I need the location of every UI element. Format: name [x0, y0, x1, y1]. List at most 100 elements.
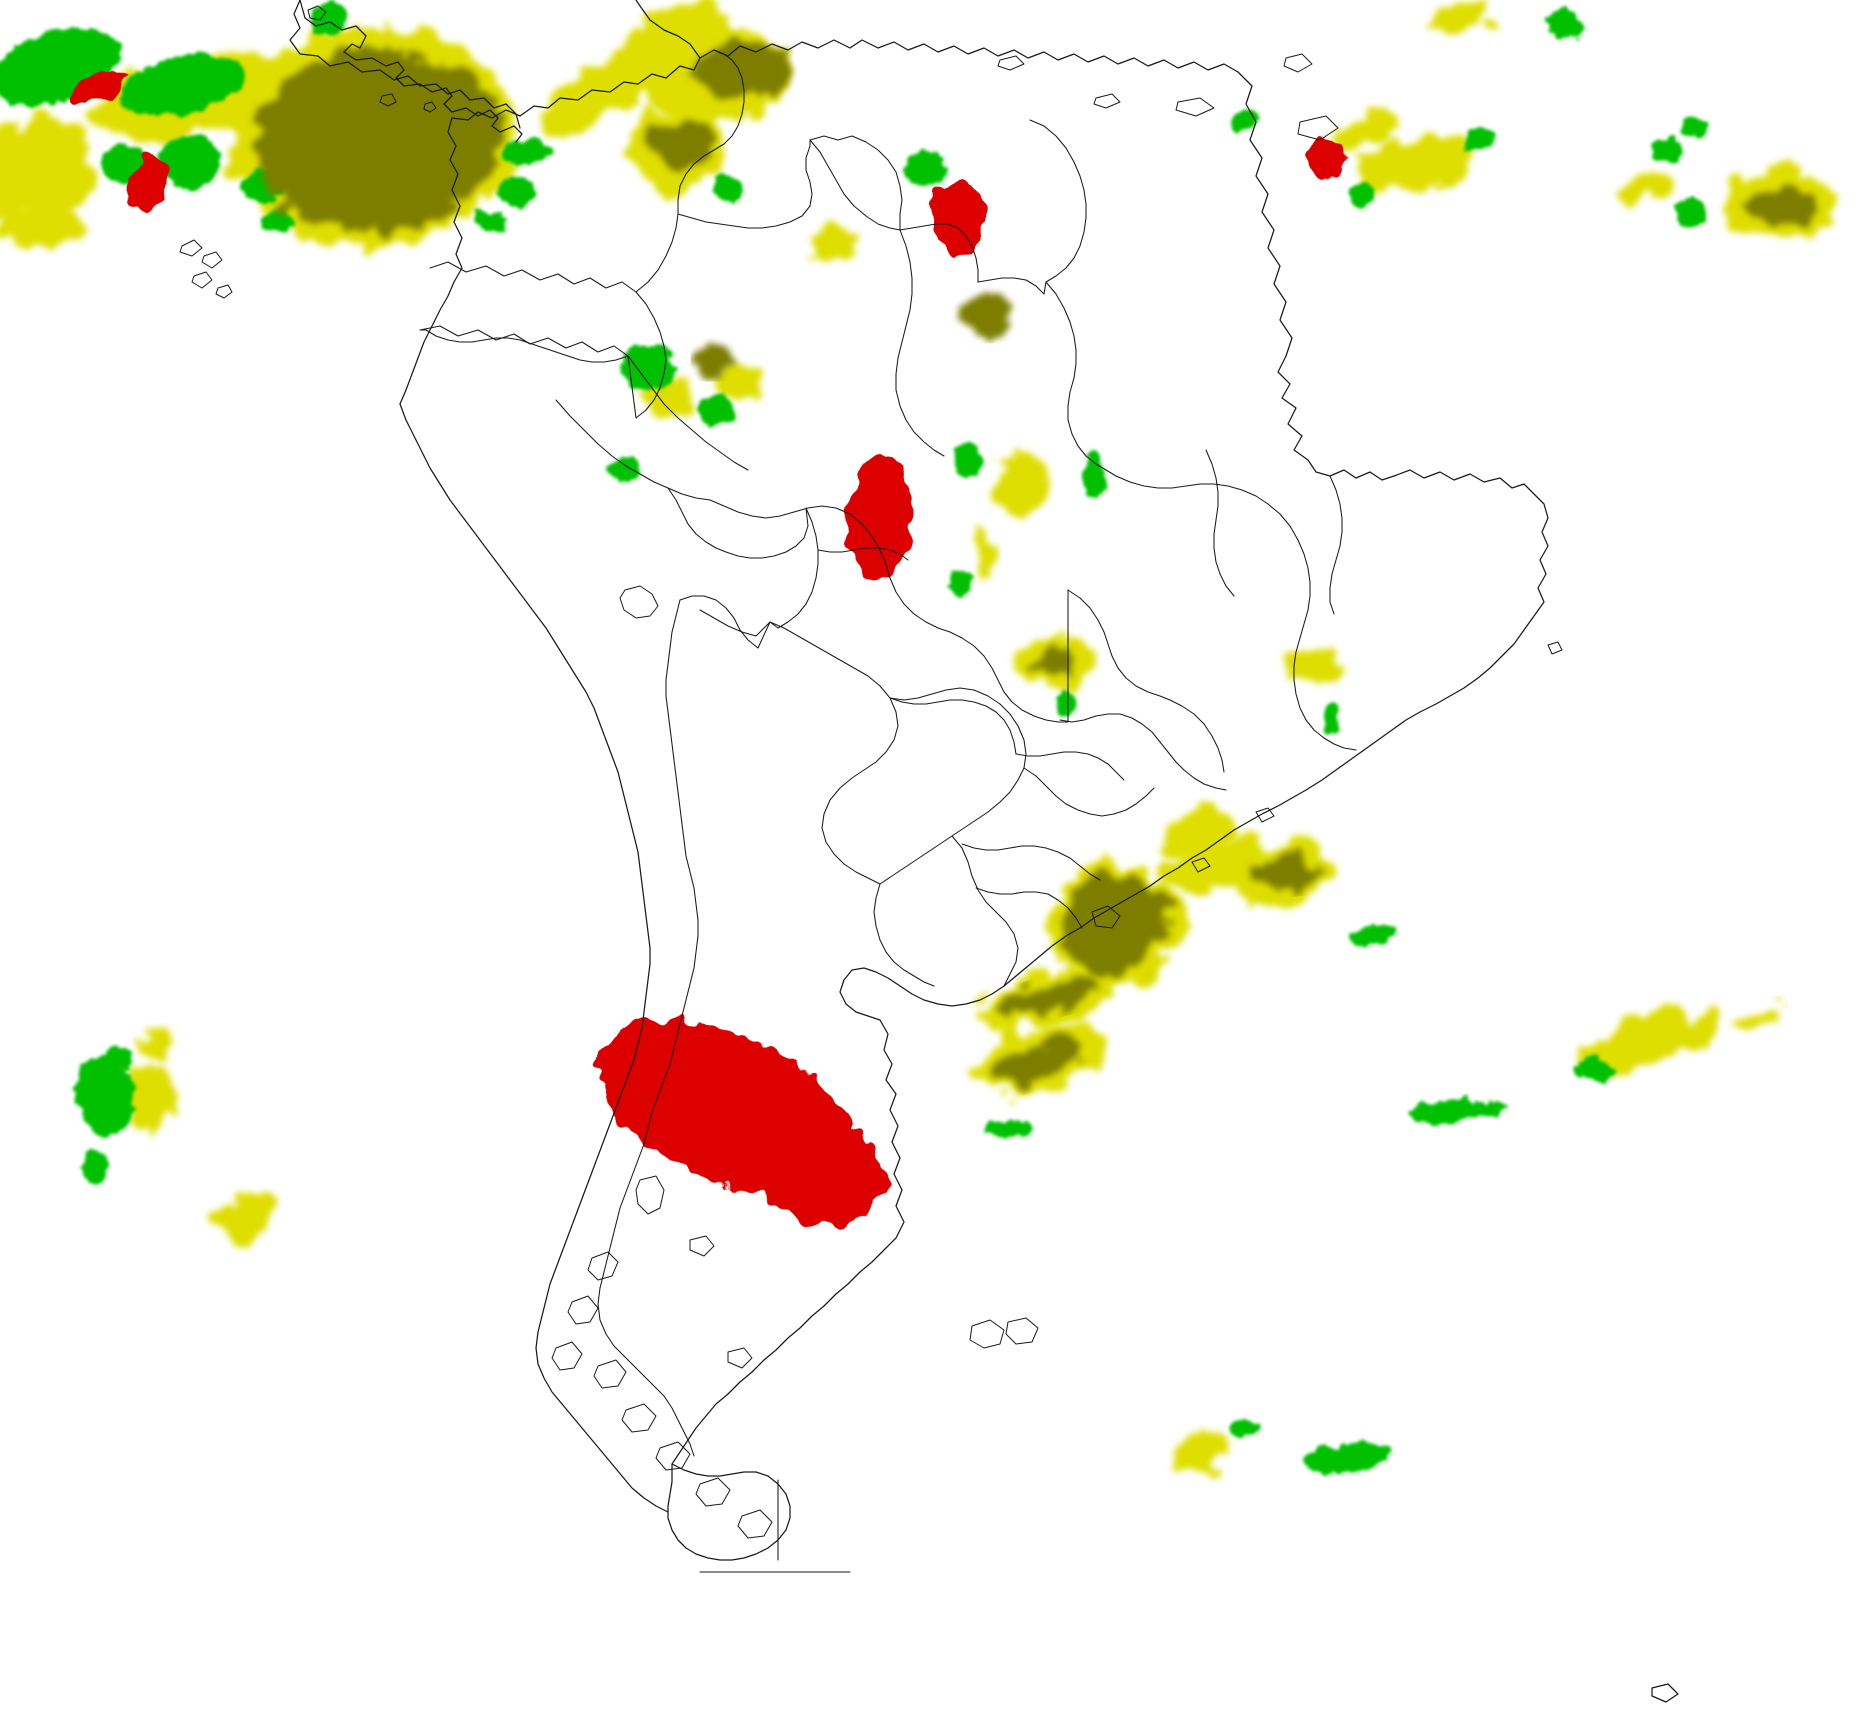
lake-buenos-aires [689, 1235, 715, 1257]
border-state-sc-rs [975, 887, 1083, 929]
blob-shape [69, 71, 126, 104]
border-state-mt-ms [889, 697, 1017, 755]
blob-shape [1175, 1429, 1225, 1474]
border-state-bahia-minas [1169, 699, 1225, 773]
island-antilles-1 [997, 55, 1025, 71]
coastline-brazil-southeast [1003, 749, 1365, 987]
blob-shape [1252, 854, 1318, 890]
border-venezuela-colombia [635, 49, 745, 293]
intensity-blob-atl-olive-7 [1746, 183, 1815, 226]
intensity-blob-venezuela-olive-1 [696, 40, 790, 102]
island-small-panama-3 [423, 101, 437, 113]
border-state-acre [667, 487, 727, 553]
blob-shape [0, 207, 78, 248]
blob-shape [82, 1149, 108, 1184]
coastline-uruguay-plata [839, 967, 1005, 1021]
blob-shape [973, 523, 996, 573]
blob-shape [609, 456, 639, 482]
border-state-maranhao-piaui [1205, 449, 1235, 597]
coastline-argentina-east [671, 1019, 905, 1465]
border-guyana-suriname [899, 223, 979, 283]
blob-shape [1406, 1099, 1505, 1123]
coastline-chile-pacific [399, 403, 669, 1513]
intensity-blob-parana-olive-big [1059, 872, 1170, 975]
border-colombia-brazil [627, 291, 667, 419]
intensity-blob-colombia-olive-2 [650, 119, 714, 169]
border-state-parana-sc [961, 843, 1101, 881]
intensity-overlay-layer [0, 0, 1840, 1474]
blob-shape [1649, 136, 1681, 164]
border-state-rondonia-mt [769, 507, 819, 629]
blob-shape [1059, 872, 1170, 975]
blob-shape [1626, 171, 1677, 207]
blob-shape [157, 135, 221, 189]
blob-shape [104, 1046, 134, 1074]
border-chile-bolivia [679, 595, 771, 649]
intensity-blob-caribbean-green-10 [475, 210, 507, 233]
intensity-blob-mt-green-25 [948, 570, 971, 595]
coastline-venezuela [699, 39, 1239, 73]
intensity-blob-mgs-olive-1 [1032, 643, 1082, 678]
blob-shape [218, 1193, 276, 1243]
intensity-blob-pac-s-yellow-9 [140, 1030, 172, 1060]
intensity-blob-pat-yellow-13 [1175, 1429, 1225, 1474]
blob-shape [903, 151, 948, 186]
blob-shape [948, 570, 971, 595]
island-patagonia-fjord-4 [593, 1359, 627, 1389]
intensity-blob-atl-yellow-6 [1626, 171, 1677, 207]
blob-shape [125, 1062, 175, 1131]
intensity-blob-sp-coast-green-28 [1351, 924, 1395, 947]
blob-shape [621, 344, 675, 391]
blob-shape [1351, 924, 1395, 947]
island-galapagos-4 [215, 284, 233, 299]
island-falklands-east [1005, 1317, 1039, 1345]
intensity-blob-colombia-green-11 [713, 175, 743, 203]
border-bolivia-brazil [709, 499, 951, 633]
blob-shape [932, 180, 987, 254]
blob-shape [753, 1112, 884, 1227]
border-state-sp-parana [1023, 767, 1155, 817]
intensity-blob-pac-s-green-31 [104, 1046, 134, 1074]
blob-shape [985, 1039, 1086, 1085]
blob-shape [699, 344, 734, 374]
island-patagonia-fjord-7 [695, 1477, 731, 1507]
border-state-sp-minas [1059, 713, 1227, 791]
island-fernando [1547, 641, 1563, 655]
border-state-amapa [1029, 119, 1087, 283]
island-patagonia-fjord-8 [737, 1509, 773, 1539]
island-galapagos-3 [191, 271, 213, 289]
border-state-minas-goias [1067, 589, 1171, 701]
island-patagonia-fjord-2 [567, 1295, 599, 1325]
blob-shape [998, 979, 1093, 1019]
border-uruguay-argentina [873, 883, 935, 987]
intensity-blob-peru-green-22 [609, 456, 639, 482]
blob-shape [1580, 1009, 1721, 1074]
border-suriname-guyane [977, 277, 1047, 295]
blob-shape [140, 1030, 172, 1060]
island-small-panama-2 [379, 93, 397, 107]
intensity-blob-ecuador-green-20 [621, 344, 675, 391]
intensity-blob-pacific-green-7 [309, 1, 349, 36]
blob-shape [962, 294, 1011, 334]
border-peru-ecuador [419, 325, 629, 357]
intensity-blob-atl-green-18 [1679, 118, 1707, 138]
intensity-blob-atl-green-17 [1649, 136, 1681, 164]
intensity-blob-brazil-n-olive-1 [962, 294, 1011, 334]
intensity-blob-pacific-w-yellow-2 [0, 207, 78, 248]
blob-shape [260, 210, 295, 233]
intensity-blob-mt-yellow-1 [993, 447, 1048, 516]
blob-shape [1310, 136, 1345, 181]
island-chiloe [635, 1175, 665, 1215]
border-peru-brazil [627, 355, 749, 471]
intensity-blob-peru-n-green-21 [699, 394, 734, 427]
blob-shape [498, 176, 538, 206]
intensity-blob-goias-yellow-1 [1284, 648, 1342, 684]
border-bolivia-argentina [699, 609, 771, 637]
border-venezuela-brazil [677, 139, 813, 229]
island-antilles-4 [1283, 53, 1313, 73]
border-colombia-peru [419, 329, 629, 363]
island-patagonia-fjord-5 [621, 1403, 657, 1433]
blob-shape [1545, 9, 1585, 39]
intensity-blob-pac-s-yellow-10 [218, 1193, 276, 1243]
blob-shape [1679, 118, 1707, 138]
